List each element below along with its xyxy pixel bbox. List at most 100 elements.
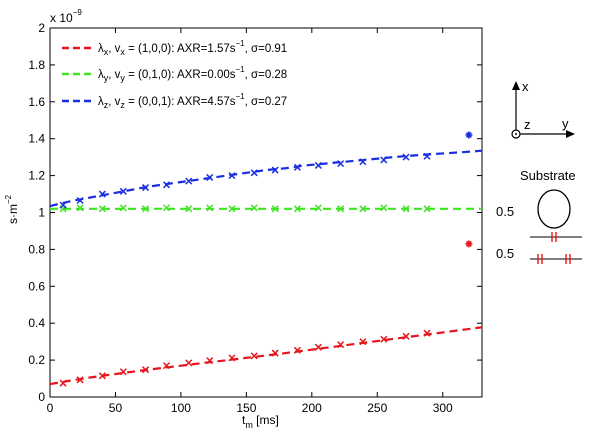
substrate-label: Substrate [520,168,576,183]
data-point-z [359,158,367,166]
data-point-y [142,205,150,213]
x-axis-label-unit: [ms] [253,413,279,427]
x-axis-label: tm [ms] [242,413,279,430]
legend-power-z: −1 [235,92,245,101]
legend-v-sub-x: x [120,47,125,57]
legend-text-y: λy, vy = (0,1,0): AXR=0.00s−1, σ=0.28 [98,65,287,83]
series-z [49,131,483,209]
legend-v-sub-z: z [120,100,125,110]
axis-x-arrowhead [512,81,520,90]
data-point-z [293,163,301,171]
data-point-x [162,362,171,370]
data-point-y [402,205,410,213]
legend-vector-z: = (0,0,1): AXR=4.57s [125,96,236,108]
data-point-z [271,166,279,174]
data-point-z [76,196,84,205]
data-point-z [185,177,193,185]
x-axis-label-sub: m [245,420,253,430]
axis-z-label: z [524,117,531,132]
legend-lambda-sub-z: z [104,100,109,110]
data-point-x [271,349,279,357]
x-tick-label: 50 [109,401,123,415]
x-tick-label: 150 [236,401,256,415]
substrate-inset: Substrate 0.5 0.5 [496,168,582,264]
axis-x-label: x [522,79,529,94]
legend-v-sub-y: y [120,73,125,83]
y-tick-label: 0.8 [28,242,45,256]
legend-power-x: −1 [235,39,245,48]
data-point-z [119,187,127,195]
x-tick-label: 200 [302,401,322,415]
data-point-x [402,332,410,340]
x-axis-label-main: t [242,413,246,427]
series-y [50,204,482,213]
x-tick-label: 0 [47,401,54,415]
data-point-y [119,204,127,212]
data-point-z [206,173,214,181]
data-point-x [206,357,214,365]
legend-vector-x: = (1,0,0): AXR=1.57s [125,43,236,55]
y-tick-label: 1.2 [28,169,45,183]
data-point-y [250,204,258,212]
legend-text-x: λx, vx = (1,0,0): AXR=1.57s−1, σ=0.91 [98,39,287,57]
asterisk-marker-x [465,240,473,248]
y-tick-label: 1 [38,206,45,220]
data-point-y [423,205,431,213]
axis-y-arrowhead [566,130,575,138]
x-tick-label: 250 [367,401,387,415]
data-point-y [314,204,322,212]
y-exponent-base: x 10 [50,11,73,25]
data-point-y [380,204,388,212]
data-point-x [423,329,431,337]
y-axis-label-sup: −2 [4,194,13,204]
data-point-y [185,205,193,213]
data-point-z [337,160,345,168]
legend: λx, vx = (1,0,0): AXR=1.57s−1, σ=0.91 λy… [62,39,287,110]
data-point-x [142,366,150,374]
y-tick-label: 1.4 [28,132,45,146]
data-point-z [228,172,236,180]
legend-lambda-sub-y: y [104,73,109,83]
data-point-z [402,153,410,161]
fit-line-z [49,149,483,208]
y-tick-label: 2 [38,21,45,35]
y-tick-label: 1.6 [28,95,45,109]
y-axis-ticks: 0 0.2 0.4 0.6 0.8 1 1.2 1.4 1.6 1.8 2 [28,21,482,404]
series-x [49,240,483,387]
data-point-z [98,190,106,198]
data-point-x [119,368,127,376]
x-axis-ticks: 0 50 100 150 200 250 300 [47,28,453,415]
data-point-x [337,341,345,349]
x-tick-label: 300 [433,401,453,415]
plot-series [49,131,483,387]
data-point-x [185,359,193,367]
data-point-y [206,204,214,212]
axis-y-label: y [562,116,569,131]
data-point-y [271,205,279,213]
data-point-x [98,372,106,380]
legend-lambda-sub-x: x [104,47,109,57]
data-point-x [250,352,258,360]
legend-entry-y: λy, vy = (0,1,0): AXR=0.00s−1, σ=0.28 [62,65,287,83]
y-tick-label: 0.4 [28,316,45,330]
data-point-z [314,161,322,169]
data-point-x [380,335,388,343]
substrate-line-value: 0.5 [496,246,514,261]
plot-frame [49,27,483,398]
coordinate-axes-icon: x y z [511,79,575,139]
data-point-y [76,204,84,212]
axis-z-dot [515,133,517,135]
data-point-y [162,204,171,212]
data-point-y [337,205,345,213]
y-axis-label-main: s·m [6,204,20,224]
y-tick-label: 0 [38,390,45,404]
legend-power-y: −1 [235,65,245,74]
legend-entry-x: λx, vx = (1,0,0): AXR=1.57s−1, σ=0.91 [62,39,287,57]
substrate-circle-value: 0.5 [496,204,514,219]
y-tick-label: 0.2 [28,353,45,367]
legend-sigma-x: , σ=0.91 [245,43,288,55]
data-point-z [142,184,150,192]
x-tick-label: 100 [171,401,191,415]
data-point-x [228,354,236,362]
